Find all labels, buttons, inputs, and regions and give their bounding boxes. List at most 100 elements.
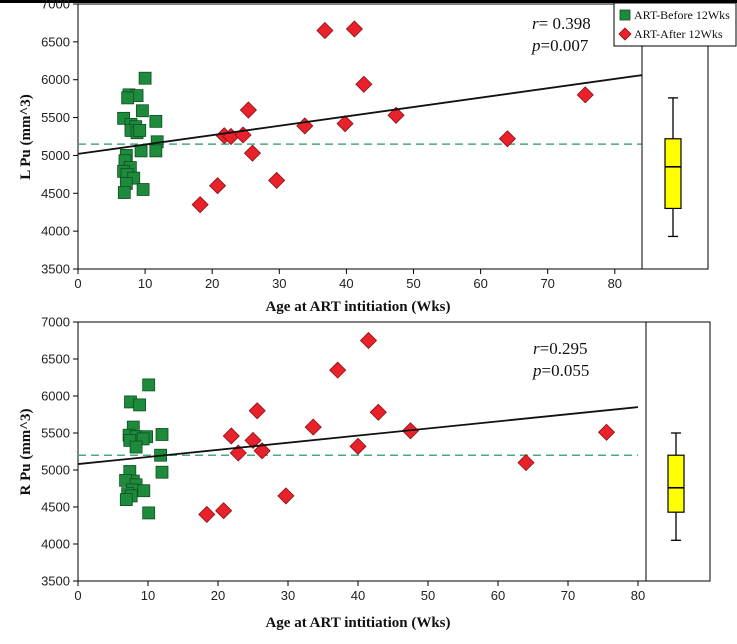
- y-tick-label: 7000: [41, 315, 70, 330]
- plot-frame: [77, 3, 643, 270]
- y-tick-label: 5000: [41, 148, 70, 163]
- y-tick-label: 6500: [41, 352, 70, 367]
- stat-p-value: =0.055: [542, 361, 590, 380]
- y-axis-label: R Pu (mm^3): [18, 408, 34, 495]
- stat-r-value: =0.295: [540, 339, 588, 358]
- legend-marker-square: [619, 9, 631, 21]
- point-after-12wks: [191, 196, 209, 214]
- stat-r-value: = 0.398: [539, 14, 591, 33]
- x-axis-label: Age at ART intitiation (Wks): [265, 299, 450, 315]
- point-before-12wks: [119, 493, 133, 507]
- point-after-12wks: [222, 427, 240, 445]
- point-before-12wks: [117, 186, 131, 199]
- legend-label-after: ART-After 12Wks: [634, 27, 723, 41]
- series-after-12wks: [191, 20, 594, 214]
- point-after-12wks: [316, 21, 334, 40]
- point-after-12wks: [209, 177, 227, 195]
- panel-left-pu: 3500 4000 4500 5000 5500 6000 6500 7000 0 10 20 30 4…: [18, 0, 709, 315]
- x-tick-label: 70: [561, 588, 575, 603]
- point-before-12wks: [138, 71, 152, 85]
- point-after-12wks: [244, 431, 262, 449]
- point-after-12wks: [329, 361, 347, 379]
- point-after-12wks: [345, 20, 364, 38]
- x-tick-label: 20: [205, 276, 219, 291]
- point-after-12wks: [304, 418, 322, 436]
- boxplot: [667, 432, 685, 541]
- stat-r: r=0.295: [533, 339, 587, 358]
- x-tick-label: 40: [351, 588, 365, 603]
- y-tick-label: 4000: [41, 224, 70, 239]
- point-after-12wks: [517, 454, 535, 472]
- top-border: [0, 0, 737, 3]
- legend-marker-diamond: [618, 27, 632, 41]
- point-before-12wks: [133, 124, 147, 137]
- stat-r-symbol: r: [533, 339, 540, 358]
- x-tick-label: 10: [138, 276, 152, 291]
- x-tick-label: 60: [491, 588, 505, 603]
- legend-label-before: ART-Before 12Wks: [634, 8, 730, 22]
- point-after-12wks: [268, 171, 286, 189]
- x-tick-label: 0: [74, 276, 81, 291]
- y-axis-label: L Pu (mm^3): [18, 94, 34, 179]
- x-tick-label: 30: [272, 276, 286, 291]
- x-tick-label: 0: [74, 588, 81, 603]
- point-before-12wks: [142, 378, 156, 392]
- y-tick-label: 5500: [41, 426, 70, 441]
- x-tick-label: 20: [211, 588, 225, 603]
- y-tick-label: 4500: [41, 186, 70, 201]
- point-after-12wks: [198, 505, 216, 523]
- x-tick-label: 50: [406, 276, 420, 291]
- stat-p-symbol: p: [532, 361, 542, 380]
- x-tick-label: 40: [339, 276, 353, 291]
- panel-right-pu: 3500 4000 4500 5000 5500 6000 6500 7000 0 10 20 30 4…: [18, 315, 711, 631]
- point-before-12wks: [137, 484, 151, 498]
- x-tick-label: 70: [540, 276, 554, 291]
- x-tick-label: 80: [608, 276, 622, 291]
- point-after-12wks: [243, 144, 262, 162]
- stat-r-symbol: r: [532, 14, 539, 33]
- point-before-12wks: [155, 465, 169, 479]
- stat-r: r= 0.398: [532, 14, 591, 33]
- point-after-12wks: [336, 115, 354, 133]
- point-after-12wks: [576, 86, 594, 104]
- point-after-12wks: [277, 487, 295, 505]
- point-before-12wks: [136, 104, 149, 118]
- y-tick-label: 6000: [41, 72, 70, 87]
- boxplot-iqr-box: [667, 454, 685, 513]
- axis-ticks: 3500 4000 4500 5000 5500 6000 6500 7000 0 10 20 30 4…: [41, 315, 645, 604]
- y-tick-label: 4000: [41, 537, 70, 552]
- series-after-12wks: [198, 331, 616, 523]
- y-tick-label: 6000: [41, 389, 70, 404]
- point-before-12wks: [129, 440, 143, 454]
- series-before-12wks: [117, 71, 164, 199]
- legend-box: [613, 2, 737, 47]
- point-after-12wks: [215, 502, 233, 520]
- point-after-12wks: [498, 130, 517, 148]
- point-after-12wks: [253, 442, 271, 460]
- point-after-12wks: [355, 75, 373, 93]
- point-before-12wks: [149, 144, 163, 158]
- stat-p: p=0.055: [532, 361, 589, 380]
- stat-p-value: =0.007: [541, 36, 589, 55]
- legend: ART-Before 12Wks ART-After 12Wks: [613, 2, 737, 47]
- stat-p-symbol: p: [531, 36, 541, 55]
- point-after-12wks: [239, 101, 257, 119]
- x-tick-label: 30: [281, 588, 295, 603]
- boxplot-iqr-box: [664, 138, 682, 210]
- boxplot-frame: [641, 3, 709, 270]
- point-after-12wks: [248, 402, 266, 420]
- point-after-12wks: [387, 106, 405, 124]
- axis-ticks: 3500 4000 4500 5000 5500 6000 6500 7000 0 10 20 30 4…: [41, 0, 622, 291]
- point-before-12wks: [133, 398, 147, 412]
- y-tick-label: 5500: [41, 110, 70, 125]
- boxplot-frame: [645, 321, 711, 582]
- point-before-12wks: [155, 428, 169, 441]
- boxplot: [664, 97, 682, 238]
- plot-frame: [77, 321, 647, 582]
- point-after-12wks: [349, 437, 367, 455]
- regression-line: [77, 74, 642, 155]
- point-after-12wks: [359, 331, 378, 350]
- point-before-12wks: [149, 114, 163, 128]
- x-tick-label: 50: [421, 588, 435, 603]
